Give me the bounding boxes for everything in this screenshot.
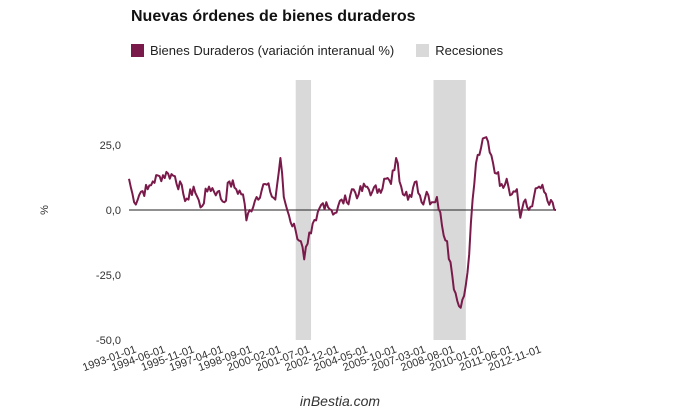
y-tick-label: 25,0 [100,140,121,152]
legend-item-recessions: Recesiones [416,43,503,58]
legend-item-series: Bienes Duraderos (variación interanual %… [131,43,394,58]
y-tick-label: 0,0 [106,205,121,217]
legend-label-series: Bienes Duraderos (variación interanual %… [150,43,395,58]
legend-swatch-series [131,44,144,57]
series-line [128,136,557,309]
legend-swatch-recessions [416,44,430,57]
y-tick-label: -25,0 [96,270,121,282]
chart-title: Nuevas órdenes de bienes duraderos [131,8,416,25]
legend-label-recessions: Recesiones [435,43,504,58]
y-axis-label: % [39,205,51,215]
footer-credit: inBestia.com [299,393,381,409]
chart-legend: Bienes Duraderos (variación interanual %… [131,43,525,58]
y-tick-label: -50,0 [96,335,121,347]
